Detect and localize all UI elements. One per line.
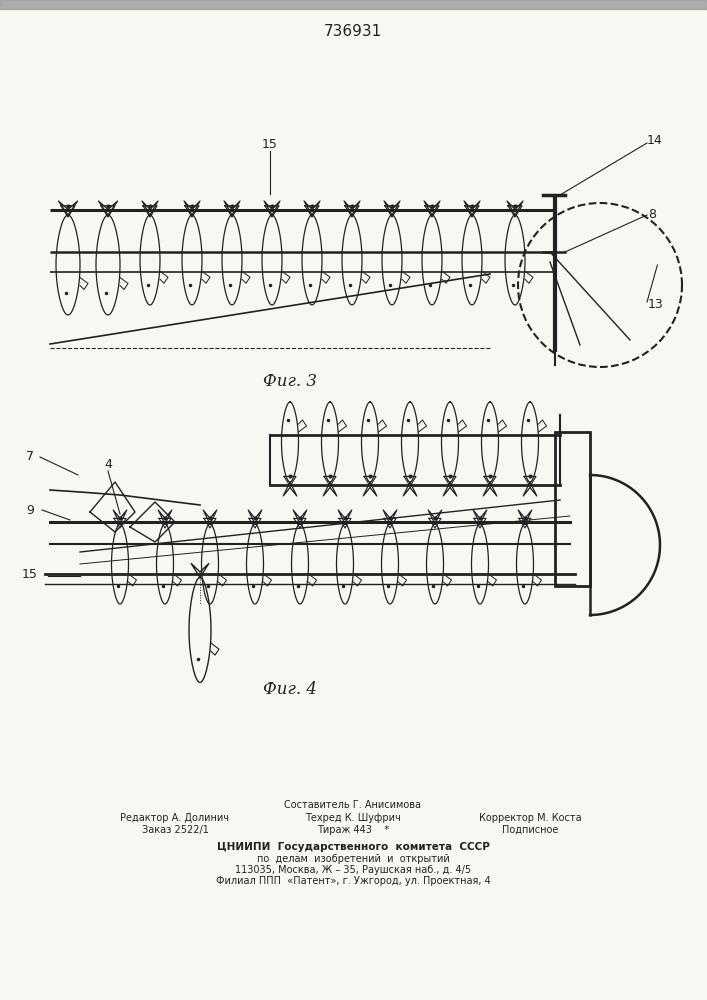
- Text: Тираж 443    *: Тираж 443 *: [317, 825, 389, 835]
- Text: ЦНИИПИ  Государственного  комитета  СССР: ЦНИИПИ Государственного комитета СССР: [216, 842, 489, 852]
- Text: 736931: 736931: [324, 24, 382, 39]
- Text: 15: 15: [22, 568, 38, 582]
- Text: 7: 7: [26, 450, 34, 464]
- Text: Фиг. 4: Фиг. 4: [263, 682, 317, 698]
- Text: 13: 13: [648, 298, 664, 312]
- Text: 113035, Москва, Ж – 35, Раушская наб., д. 4/5: 113035, Москва, Ж – 35, Раушская наб., д…: [235, 865, 471, 875]
- Text: 8: 8: [648, 209, 656, 222]
- Text: по  делам  изобретений  и  открытий: по делам изобретений и открытий: [257, 854, 450, 864]
- Text: 15: 15: [262, 138, 278, 151]
- Bar: [555, 432, 590, 586]
- Text: Фиг. 3: Фиг. 3: [263, 373, 317, 390]
- Text: 4: 4: [104, 458, 112, 472]
- Text: Корректор М. Коста: Корректор М. Коста: [479, 813, 581, 823]
- Text: Составитель Г. Анисимова: Составитель Г. Анисимова: [284, 800, 421, 810]
- Text: Филиал ППП  «Патент», г. Ужгород, ул. Проектная, 4: Филиал ППП «Патент», г. Ужгород, ул. Про…: [216, 876, 491, 886]
- Bar: [0, 0, 707, 9]
- Text: 14: 14: [647, 133, 662, 146]
- Text: Редактор А. Долинич: Редактор А. Долинич: [120, 813, 230, 823]
- Text: Заказ 2522/1: Заказ 2522/1: [141, 825, 209, 835]
- Text: Подписное: Подписное: [502, 825, 559, 835]
- Text: Техред К. Шуфрич: Техред К. Шуфрич: [305, 813, 401, 823]
- Text: 9: 9: [26, 504, 34, 516]
